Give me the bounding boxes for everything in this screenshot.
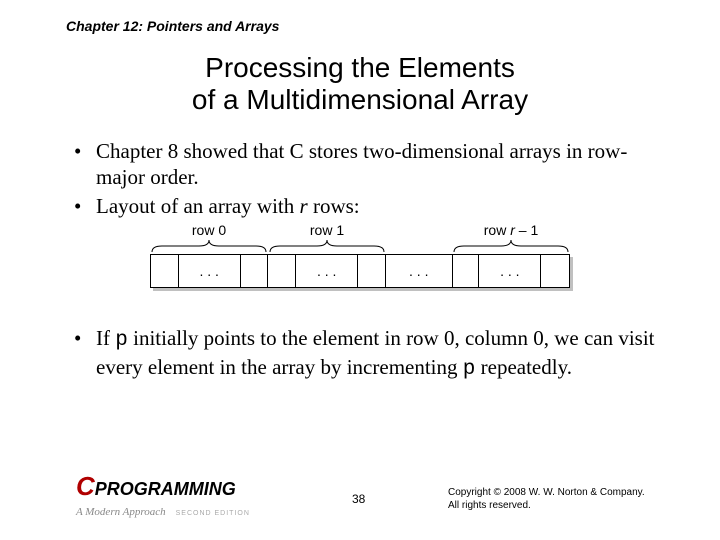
array-cells: . . . . . . . . . . . . (150, 254, 570, 288)
bullet-3-text-a: If (96, 326, 115, 350)
logo-subtitle: A Modern Approach (76, 506, 166, 518)
row-label-last-post: – 1 (515, 222, 538, 238)
copyright-line-1: Copyright © 2008 W. W. Norton & Company. (448, 487, 645, 498)
row-label-0: row 0 (150, 222, 268, 238)
bullet-3: If p initially points to the element in … (74, 325, 664, 384)
cell (268, 255, 296, 287)
bullet-2: Layout of an array with r rows: (74, 193, 664, 219)
cell-dots: . . . (179, 255, 241, 287)
logo-edition: SECOND EDITION (176, 510, 250, 517)
brace-0 (150, 240, 268, 254)
copyright: Copyright © 2008 W. W. Norton & Company.… (448, 486, 645, 512)
bullet-3-var-p2: p (463, 358, 476, 381)
row-label-last-pre: row (484, 222, 510, 238)
copyright-line-2: All rights reserved. (448, 500, 531, 511)
row-labels: row 0 row 1 row r – 1 (150, 222, 570, 238)
cell-dots: . . . (479, 255, 541, 287)
bullet-list-top: Chapter 8 showed that C stores two-dimen… (74, 138, 664, 221)
cell-gap-dots: . . . (386, 255, 452, 287)
chapter-header: Chapter 12: Pointers and Arrays (66, 18, 279, 34)
brace-gap (386, 240, 452, 254)
bullet-2-var-r: r (300, 194, 308, 218)
cell (358, 255, 386, 287)
braces-row (150, 240, 570, 254)
cell (541, 255, 569, 287)
page-number: 38 (352, 492, 365, 506)
bullet-3-text-c: repeatedly. (475, 355, 572, 379)
logo-programming: PROGRAMMING (95, 479, 236, 500)
bullet-2-text-a: Layout of an array with (96, 194, 300, 218)
brace-1 (268, 240, 386, 254)
bullet-1: Chapter 8 showed that C stores two-dimen… (74, 138, 664, 191)
bullet-list-bottom: If p initially points to the element in … (74, 325, 664, 384)
row-label-last: row r – 1 (452, 222, 570, 238)
title-line-2: of a Multidimensional Array (192, 84, 528, 115)
footer: CPROGRAMMING A Modern Approach SECOND ED… (0, 474, 720, 520)
book-logo: CPROGRAMMING A Modern Approach SECOND ED… (76, 471, 268, 520)
cell (151, 255, 179, 287)
slide-title: Processing the Elements of a Multidimens… (0, 52, 720, 116)
cell (241, 255, 269, 287)
logo-c: C (76, 471, 94, 502)
bullet-3-var-p1: p (115, 329, 128, 352)
bullet-1-text: Chapter 8 showed that C stores two-dimen… (96, 139, 627, 189)
cell-dots: . . . (296, 255, 358, 287)
brace-last (452, 240, 570, 254)
row-label-1: row 1 (268, 222, 386, 238)
cell (452, 255, 480, 287)
array-diagram: row 0 row 1 row r – 1 . . . . . . . . . … (150, 222, 570, 288)
title-line-1: Processing the Elements (205, 52, 515, 83)
bullet-2-text-b: rows: (308, 194, 360, 218)
